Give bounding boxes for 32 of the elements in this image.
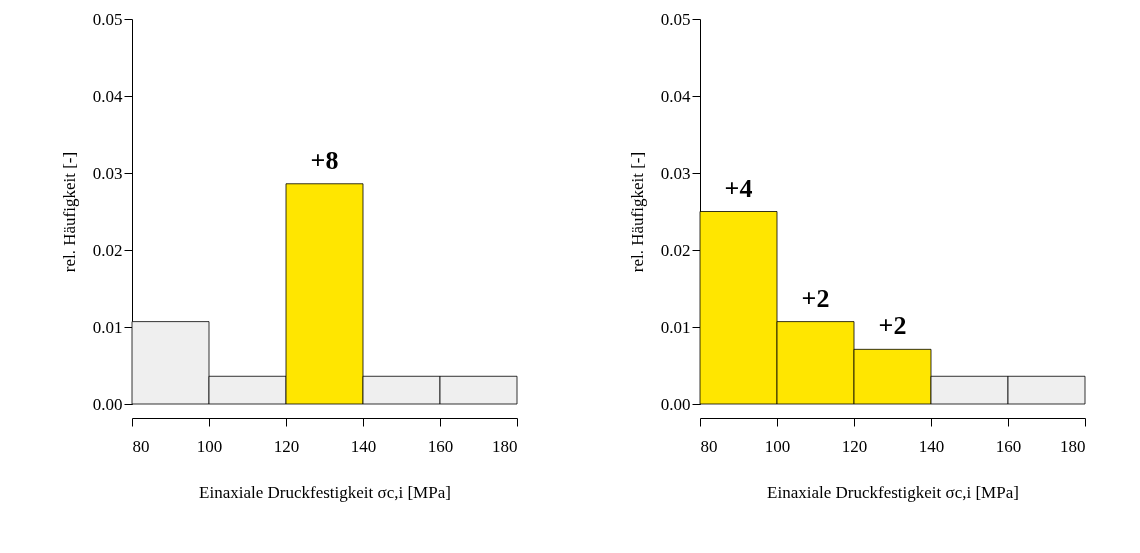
y-tick-label: 0.01 bbox=[660, 317, 691, 337]
x-axis-title: Einaxiale Druckfestigkeit σc,i [MPa] bbox=[767, 482, 1019, 502]
x-tick-label: 140 bbox=[918, 436, 945, 456]
x-tick-label: 120 bbox=[273, 436, 300, 456]
y-tick-label: 0.02 bbox=[92, 240, 123, 260]
annotation: +2 bbox=[801, 283, 830, 313]
annotation: +8 bbox=[310, 145, 339, 175]
y-tick-label: 0.00 bbox=[660, 394, 691, 414]
y-axis-title: rel. Häufigkeit [-] bbox=[59, 151, 79, 273]
x-tick-label: 180 bbox=[492, 436, 518, 456]
x-tick-label: 80 bbox=[700, 436, 718, 456]
y-axis-title: rel. Häufigkeit [-] bbox=[627, 151, 647, 273]
y-tick-label: 0.01 bbox=[92, 317, 123, 337]
y-tick-label: 0.04 bbox=[92, 86, 123, 106]
y-tick-label: 0.03 bbox=[660, 163, 691, 183]
annotation: +2 bbox=[878, 311, 907, 341]
y-tick-label: 0.02 bbox=[660, 240, 691, 260]
x-tick-label: 100 bbox=[764, 436, 791, 456]
x-tick-label: 180 bbox=[1060, 436, 1086, 456]
y-tick-label: 0.03 bbox=[92, 163, 123, 183]
annotation: +4 bbox=[724, 173, 753, 203]
y-tick-label: 0.00 bbox=[92, 394, 123, 414]
y-tick-label: 0.04 bbox=[660, 86, 691, 106]
x-tick-label: 120 bbox=[841, 436, 868, 456]
y-tick-label: 0.05 bbox=[92, 9, 123, 29]
y-tick-label: 0.05 bbox=[660, 9, 691, 29]
x-tick-label: 160 bbox=[427, 436, 454, 456]
x-tick-label: 160 bbox=[995, 436, 1022, 456]
x-axis-title: Einaxiale Druckfestigkeit σc,i [MPa] bbox=[199, 482, 451, 502]
x-tick-label: 80 bbox=[132, 436, 150, 456]
x-tick-label: 100 bbox=[196, 436, 223, 456]
x-tick-label: 140 bbox=[350, 436, 377, 456]
